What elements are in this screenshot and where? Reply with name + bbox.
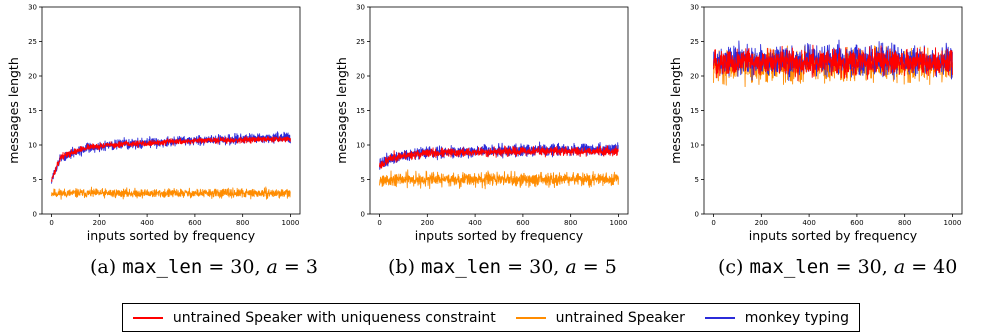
chart-panel-c: 0 5 10 15 20 25 30 0 200 400 600 800 1000 inputs sort…	[668, 0, 968, 245]
caption-c-tail: = 40	[905, 256, 958, 278]
chart-c-xtick-label-200: 200	[755, 219, 768, 227]
chart-b-ytick-label-30: 30	[356, 4, 365, 12]
caption-b-var: a	[565, 256, 577, 278]
caption-a-prefix: (a)	[90, 256, 123, 278]
caption-a-var: a	[266, 256, 278, 278]
legend-item-speaker: untrained Speaker	[515, 309, 685, 326]
chart-a-xtick-label-600: 600	[188, 219, 201, 227]
chart-c-svg: 0 5 10 15 20 25 30 0 200 400 600 800 1000 inputs sort…	[668, 4, 963, 243]
chart-a-ytick-label-25: 25	[28, 38, 37, 46]
legend: untrained Speaker with uniqueness constr…	[122, 303, 860, 332]
caption-c-prefix: (c)	[718, 256, 750, 278]
chart-b-xtick-label-800: 800	[564, 219, 577, 227]
chart-a-ytick-label-15: 15	[28, 107, 37, 115]
chart-b-xtick-label-400: 400	[468, 219, 481, 227]
chart-a-ytick-label-5: 5	[33, 176, 37, 184]
chart-b-ytick-label-20: 20	[356, 73, 365, 81]
caption-c-eq: = 30,	[829, 256, 894, 278]
chart-b-xtick-label-1000: 1000	[610, 219, 628, 227]
chart-c-xtick-label-400: 400	[802, 219, 815, 227]
chart-b-ytick-label-5: 5	[361, 176, 365, 184]
caption-b-code: max_len	[421, 256, 502, 278]
legend-item-unique: untrained Speaker with uniqueness constr…	[132, 309, 496, 326]
legend-label-monkey: monkey typing	[744, 309, 850, 326]
chart-a-ylabel: messages length	[6, 57, 21, 164]
legend-label-speaker: untrained Speaker	[555, 309, 685, 326]
caption-a-eq: = 30,	[202, 256, 267, 278]
chart-a-xtick-label-400: 400	[140, 219, 153, 227]
caption-a-tail: = 3	[277, 256, 318, 278]
chart-c-ytick-label-5: 5	[695, 176, 699, 184]
caption-b-tail: = 5	[576, 256, 617, 278]
chart-c-ytick-label-20: 20	[690, 73, 699, 81]
chart-b-series-speaker	[379, 169, 619, 190]
chart-c-ytick-label-15: 15	[690, 107, 699, 115]
chart-a-series-unique	[51, 135, 291, 183]
chart-b-svg: 0 5 10 15 20 25 30 0 200 400 600 800 1000 inputs sort…	[334, 4, 629, 243]
legend-label-unique: untrained Speaker with uniqueness constr…	[172, 309, 496, 326]
chart-a-svg: 0 5 10 15 20 25 30 0 200 400 600 800 1000 inputs sort…	[6, 4, 301, 243]
chart-c-ytick-label-0: 0	[695, 211, 699, 219]
chart-b-ytick-label-0: 0	[361, 211, 365, 219]
chart-a-frame	[41, 6, 301, 215]
chart-a-xtick-label-200: 200	[93, 219, 106, 227]
chart-a-series-group	[51, 131, 291, 200]
chart-c-xlabel: inputs sorted by frequency	[749, 228, 918, 243]
caption-b: (b) max_len = 30, a = 5	[388, 256, 617, 278]
chart-a-ytick-label-0: 0	[33, 211, 37, 219]
caption-c-var: a	[893, 256, 906, 278]
caption-a: (a) max_len = 30, a = 3	[90, 256, 318, 278]
legend-line-monkey	[704, 316, 735, 319]
chart-b-xtick-label-600: 600	[516, 219, 529, 227]
chart-a-ytick-label-10: 10	[28, 142, 37, 150]
chart-a-series-speaker	[51, 186, 291, 200]
caption-c-code: max_len	[749, 256, 830, 278]
chart-b-series-unique	[379, 145, 619, 169]
caption-b-eq: = 30,	[501, 256, 566, 278]
chart-b-xtick-label-200: 200	[421, 219, 434, 227]
chart-b-series-group	[379, 141, 619, 190]
chart-c-xtick-label-600: 600	[850, 219, 863, 227]
chart-c-series-group	[713, 39, 953, 88]
chart-c-frame	[703, 6, 963, 215]
chart-b-ytick-label-25: 25	[356, 38, 365, 46]
chart-c-ytick-label-30: 30	[690, 4, 699, 12]
chart-a-xtick-label-1000: 1000	[282, 219, 300, 227]
chart-b-xtick-label-0: 0	[377, 219, 381, 227]
caption-c: (c) max_len = 30, a = 40	[718, 256, 957, 278]
chart-b-ylabel: messages length	[334, 57, 349, 164]
chart-c-ytick-label-10: 10	[690, 142, 699, 150]
chart-b-xlabel: inputs sorted by frequency	[415, 228, 584, 243]
legend-line-unique	[132, 316, 163, 319]
chart-a-ytick-label-20: 20	[28, 73, 37, 81]
chart-panel-b: 0 5 10 15 20 25 30 0 200 400 600 800 1000 inputs sort…	[330, 0, 630, 245]
legend-item-monkey: monkey typing	[704, 309, 850, 326]
chart-c-ytick-label-25: 25	[690, 38, 699, 46]
caption-a-code: max_len	[122, 256, 203, 278]
chart-c-series-unique	[713, 44, 953, 82]
legend-line-speaker	[515, 316, 546, 319]
chart-a-xtick-label-800: 800	[236, 219, 249, 227]
chart-a-ytick-label-30: 30	[28, 4, 37, 12]
chart-c-xtick-label-1000: 1000	[944, 219, 962, 227]
caption-b-prefix: (b)	[388, 256, 422, 278]
chart-b-ytick-label-15: 15	[356, 107, 365, 115]
chart-b-ytick-label-10: 10	[356, 142, 365, 150]
chart-c-xtick-label-800: 800	[898, 219, 911, 227]
chart-c-xtick-label-0: 0	[711, 219, 715, 227]
chart-a-xlabel: inputs sorted by frequency	[87, 228, 256, 243]
chart-c-ylabel: messages length	[668, 57, 683, 164]
chart-panel-a: 0 5 10 15 20 25 30 0 200 400 600 800 1000 inputs sort…	[0, 0, 301, 245]
chart-a-xtick-label-0: 0	[49, 219, 53, 227]
